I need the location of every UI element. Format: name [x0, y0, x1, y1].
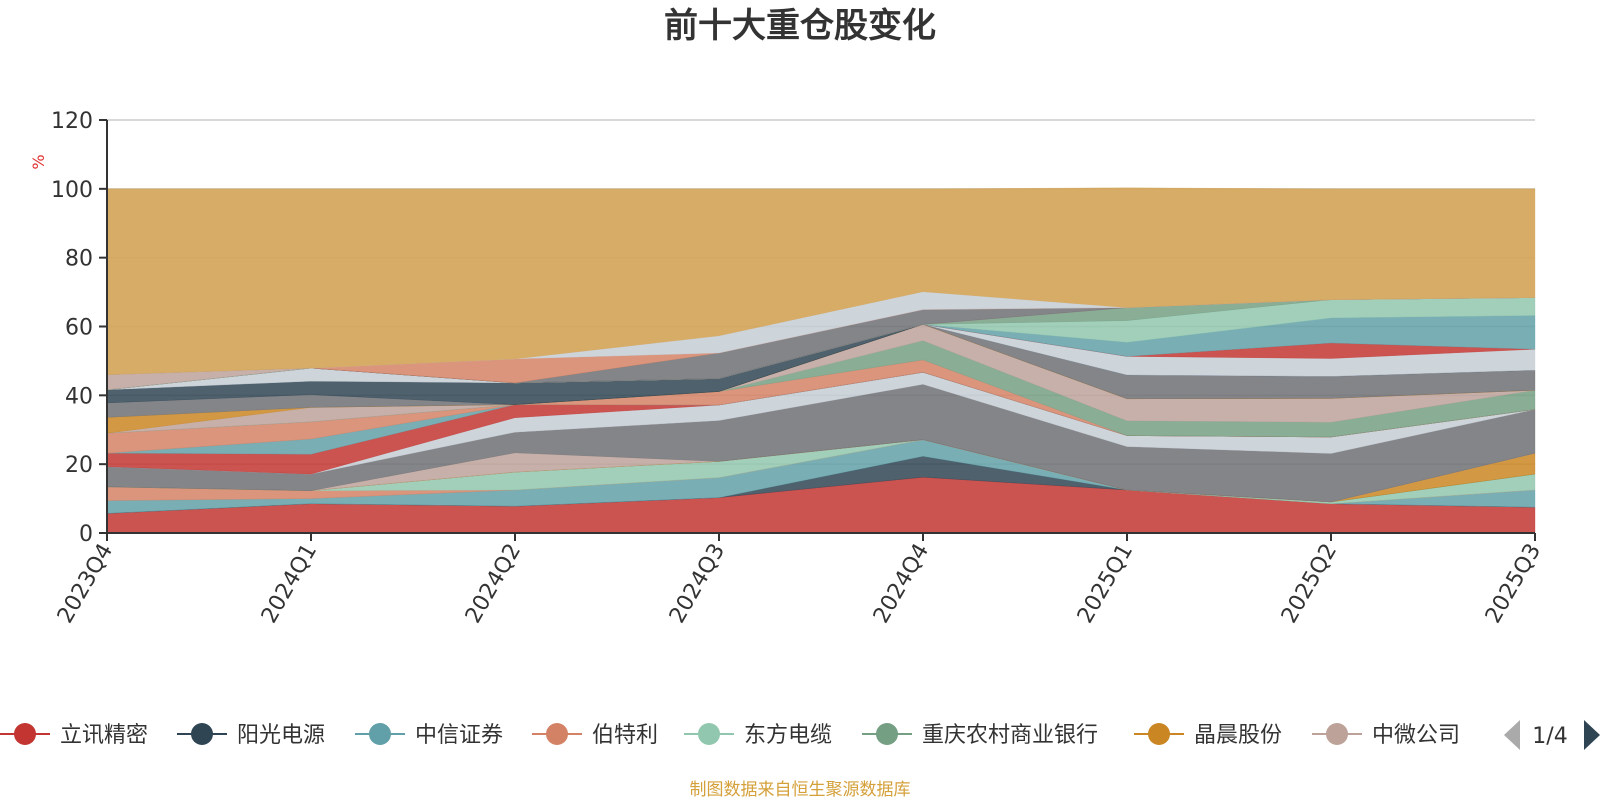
legend-label: 阳光电源 [237, 723, 325, 748]
x-tick-label: 2024Q2 [461, 540, 526, 628]
legend-marker-icon [369, 723, 391, 745]
legend-item-3[interactable]: 中信证券 [355, 723, 503, 748]
legend-marker-icon [698, 723, 720, 745]
legend-item-1[interactable]: 立讯精密 [0, 723, 148, 748]
legend-marker-icon [1326, 723, 1348, 745]
x-tick-label: 2025Q1 [1073, 540, 1138, 628]
legend-label: 东方电缆 [744, 723, 832, 748]
legend-item-4[interactable]: 伯特利 [532, 723, 658, 748]
y-tick-label: 60 [65, 316, 93, 341]
legend-item-7[interactable]: 晶晨股份 [1134, 723, 1282, 748]
legend-label: 伯特利 [592, 723, 658, 748]
x-tick-label: 2024Q1 [257, 540, 322, 628]
y-tick-label: 100 [51, 178, 93, 203]
legend: 立讯精密 阳光电源 中信证券 伯特利 东方电缆 重庆农村商业银行 晶晨股份 中微公司 [0, 723, 1460, 748]
legend-item-8[interactable]: 中微公司 [1312, 723, 1460, 748]
y-tick-label: 120 [51, 109, 93, 134]
legend-label: 晶晨股份 [1194, 723, 1282, 748]
legend-page-indicator: 1/4 [1532, 724, 1567, 749]
legend-label: 中信证券 [415, 723, 503, 748]
x-tick-label: 2024Q4 [869, 540, 934, 628]
data-source-note: 制图数据来自恒生聚源数据库 [690, 780, 911, 800]
legend-label: 立讯精密 [60, 723, 148, 748]
x-tick-label: 2024Q3 [665, 540, 730, 628]
legend-item-2[interactable]: 阳光电源 [177, 723, 325, 748]
legend-marker-icon [1148, 723, 1170, 745]
legend-marker-icon [546, 723, 568, 745]
area-series [106, 187, 1536, 534]
x-tick-label: 2025Q2 [1277, 540, 1342, 628]
y-tick-label: 0 [79, 522, 93, 547]
x-tick-label: 2025Q3 [1481, 540, 1546, 628]
y-axis-unit: % [29, 154, 48, 169]
y-tick-label: 80 [65, 247, 93, 272]
area-series-28 [106, 187, 1536, 375]
legend-next-page-icon[interactable] [1584, 720, 1600, 750]
legend-marker-icon [876, 723, 898, 745]
x-tick-label: 2023Q4 [53, 540, 118, 628]
legend-label: 中微公司 [1372, 723, 1460, 748]
legend-item-5[interactable]: 东方电缆 [684, 723, 832, 748]
legend-marker-icon [191, 723, 213, 745]
legend-pager: 1/4 [1504, 720, 1600, 750]
legend-prev-page-icon[interactable] [1504, 720, 1520, 750]
chart-title: 前十大重仓股变化 [664, 6, 936, 46]
legend-marker-icon [14, 723, 36, 745]
y-tick-label: 40 [65, 384, 93, 409]
legend-label: 重庆农村商业银行 [922, 723, 1098, 748]
legend-item-6[interactable]: 重庆农村商业银行 [862, 723, 1098, 748]
y-tick-label: 20 [65, 453, 93, 478]
